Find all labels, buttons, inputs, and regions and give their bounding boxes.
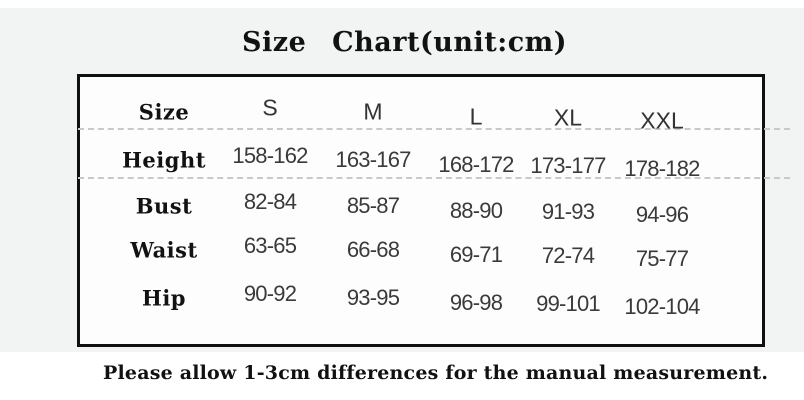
- row-label-height: Height: [122, 147, 206, 173]
- value-cell: 168-172: [438, 152, 514, 177]
- height-row-separator: [78, 177, 790, 179]
- value-cell: 173-177: [530, 153, 606, 178]
- row-label-bust: Bust: [135, 193, 193, 219]
- value-cell: 69-71: [449, 242, 503, 267]
- column-header-size: Size: [138, 99, 190, 125]
- value-cell: 85-87: [346, 193, 400, 218]
- column-header-xxl: XXL: [640, 107, 684, 134]
- value-cell: 102-104: [624, 294, 700, 319]
- value-cell: 91-93: [541, 199, 595, 224]
- value-cell: 63-65: [243, 233, 297, 258]
- column-header-xl: XL: [553, 104, 583, 131]
- value-cell: 99-101: [536, 291, 600, 316]
- column-header-m: M: [363, 98, 383, 125]
- value-cell: 90-92: [243, 281, 297, 306]
- header-row-separator: [78, 128, 790, 130]
- value-cell: 88-90: [449, 198, 503, 223]
- row-label-waist: Waist: [130, 237, 198, 263]
- row-label-hip: Hip: [141, 285, 187, 311]
- value-cell: 178-182: [624, 156, 700, 181]
- value-cell: 72-74: [541, 243, 595, 268]
- measurement-note: Please allow 1-3cm differences for the m…: [103, 362, 769, 384]
- value-cell: 82-84: [243, 189, 297, 214]
- column-header-l: L: [469, 103, 483, 130]
- size-chart-table-frame: [77, 74, 765, 347]
- value-cell: 93-95: [346, 285, 400, 310]
- value-cell: 75-77: [635, 246, 689, 271]
- chart-title: Size Chart(unit:cm): [242, 27, 567, 58]
- value-cell: 158-162: [232, 143, 308, 168]
- value-cell: 163-167: [335, 147, 411, 172]
- value-cell: 66-68: [346, 237, 400, 262]
- value-cell: 96-98: [449, 290, 503, 315]
- value-cell: 94-96: [635, 202, 689, 227]
- column-header-s: S: [262, 94, 278, 121]
